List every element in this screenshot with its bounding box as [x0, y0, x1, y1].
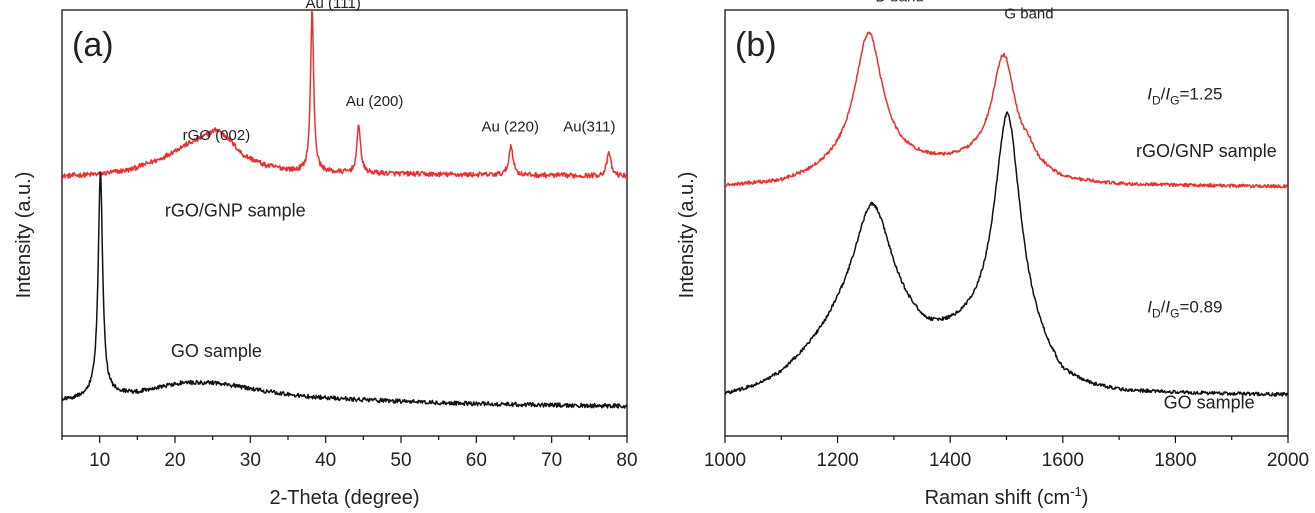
plot-frame [61, 9, 628, 437]
x-axis-label: 2-Theta (degree) [269, 487, 419, 509]
series-line-go [725, 111, 1288, 397]
x-tick-label: 70 [541, 450, 562, 471]
intensity-ratio-label: ID/IG=1.25 [1147, 84, 1222, 107]
series-line-go [62, 171, 627, 409]
sample-label: rGO/GNP sample [1136, 141, 1277, 161]
intensity-ratio-label: ID/IG=0.89 [1147, 297, 1222, 320]
x-tick-label: 1400 [929, 450, 971, 471]
x-tick-label: 1200 [816, 450, 858, 471]
y-axis-label: Intensity (a.u.) [13, 172, 35, 299]
peak-annotation: G band [1004, 6, 1053, 23]
x-tick-label: 1000 [704, 450, 746, 471]
x-tick-label: 50 [390, 450, 411, 471]
series-line-rgo-gnp [725, 31, 1288, 189]
peak-annotation: rGO (002) [183, 127, 251, 144]
panel-label: (a) [72, 26, 114, 64]
x-tick-label: 60 [466, 450, 487, 471]
peak-annotation: Au (111) [306, 0, 361, 12]
x-axis-label: Raman shift (cm-1) [925, 484, 1089, 509]
peak-annotation: Au (220) [481, 118, 539, 135]
peak-annotation: D band [875, 0, 923, 5]
panel-label: (b) [735, 26, 777, 64]
x-tick-label: 30 [240, 450, 261, 471]
panel-a-xrd: 10 20 30 40 50 60 70 80 2-Theta (degree) Intensit… [13, 0, 638, 509]
x-tick-label: 10 [89, 450, 110, 471]
panel-b-raman: 1000 1200 1400 1600 1800 2000 Raman shift (cm-… [676, 0, 1309, 509]
peak-annotation: Au (200) [346, 93, 404, 110]
x-tick-label: 80 [616, 450, 637, 471]
x-tick-label: 1600 [1042, 450, 1084, 471]
peak-annotation: Au(311) [563, 118, 615, 135]
plot-frame [724, 9, 1289, 437]
x-tick-label: 40 [315, 450, 336, 471]
x-tick-label: 20 [164, 450, 185, 471]
x-tick-label: 1800 [1154, 450, 1196, 471]
y-axis-label: Intensity (a.u.) [676, 172, 698, 299]
sample-label: GO sample [171, 341, 262, 361]
series-line-rgo-gnp [62, 10, 627, 180]
sample-label: rGO/GNP sample [165, 201, 306, 221]
x-tick-label: 2000 [1267, 450, 1309, 471]
sample-label: GO sample [1164, 392, 1255, 412]
